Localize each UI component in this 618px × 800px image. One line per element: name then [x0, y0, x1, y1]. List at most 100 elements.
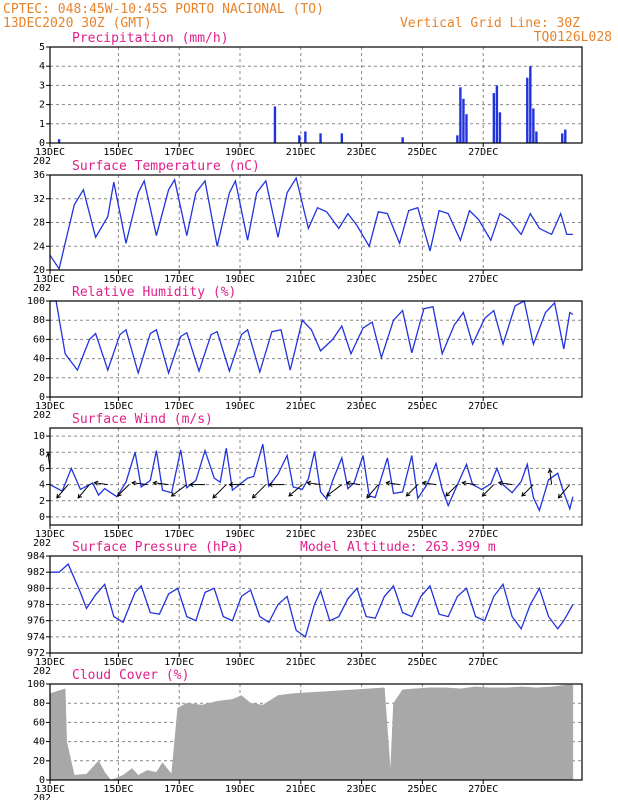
wind-vector-head: [93, 480, 99, 486]
y-tick-label: 100: [27, 296, 45, 307]
precip-bar: [459, 87, 462, 143]
wind-vector: [422, 482, 437, 486]
wind-vector: [56, 484, 69, 499]
x-tick-label: 13DEC: [35, 657, 65, 668]
x-tick-label: 17DEC: [164, 529, 194, 540]
y-tick-label: 40: [33, 737, 45, 748]
wind-vector-head: [188, 482, 194, 488]
x-tick-label: 13DEC: [35, 147, 65, 158]
wind-vector-head: [131, 480, 136, 486]
x-tick-label: 23DEC: [347, 529, 377, 540]
wind-vector-head: [481, 491, 487, 497]
y-tick-label: 32: [33, 194, 45, 205]
wind-vector-head: [152, 480, 158, 486]
wind-vector: [132, 482, 148, 486]
wind-vector: [94, 482, 108, 486]
wind-vector-head: [325, 492, 331, 497]
precip-bar: [456, 135, 459, 143]
x-tick-label: 15DEC: [103, 529, 133, 540]
panel-title: Cloud Cover (%): [72, 668, 189, 683]
precip-bar: [298, 135, 301, 143]
wind-vector-head: [288, 492, 294, 497]
x-year-label: 202: [33, 538, 51, 549]
wind-vector: [521, 484, 534, 497]
x-tick-label: 13DEC: [35, 529, 65, 540]
x-tick-label: 13DEC: [35, 784, 65, 795]
wind-vector-head: [421, 480, 427, 486]
x-tick-label: 19DEC: [225, 147, 255, 158]
y-tick-label: 0: [39, 512, 45, 523]
x-tick-label: 19DEC: [225, 274, 255, 285]
header-code: TQ0126L028: [534, 30, 612, 45]
panel-title: Surface Temperature (nC): [72, 159, 260, 174]
precip-bar: [535, 131, 538, 143]
y-tick-label: 5: [39, 42, 45, 53]
wind-vector: [386, 482, 400, 486]
panel-frame: [49, 300, 583, 398]
wind-vector-head: [547, 468, 553, 474]
wind-vector-head: [267, 482, 273, 488]
y-tick-label: 60: [33, 334, 45, 345]
x-tick-label: 21DEC: [286, 147, 316, 158]
y-tick-label: 982: [27, 567, 45, 578]
x-year-label: 202: [33, 666, 51, 677]
precip-bar: [492, 93, 496, 143]
panels: 0 1 2 3 4 5 Precipitation (mm/h) 13DEC 15DEC 17DE…: [27, 31, 583, 800]
series-line: [49, 444, 574, 513]
wind-vector-head: [77, 493, 83, 499]
x-year-label: 202: [33, 283, 51, 294]
y-tick-label: 6: [39, 463, 45, 474]
precip-bar: [526, 77, 529, 143]
y-tick-label: 1: [39, 119, 45, 130]
precip-bar: [304, 131, 307, 143]
panel-5: 0 20 40 60 80 100 Cloud Cover (%) 13DEC 15DEC 17D…: [27, 668, 583, 800]
y-tick-label: 80: [33, 698, 45, 709]
wind-vector-head: [170, 492, 176, 497]
panel-title: Surface Pressure (hPa): [72, 540, 244, 555]
precip-bar: [498, 112, 502, 143]
wind-vector: [482, 484, 495, 497]
x-tick-label: 25DEC: [407, 657, 437, 668]
x-tick-label: 23DEC: [347, 401, 377, 412]
y-tick-label: 980: [27, 583, 45, 594]
panel-frame: [49, 174, 583, 271]
y-tick-label: 0: [39, 392, 45, 403]
y-tick-label: 4: [39, 480, 45, 491]
wind-vector-head: [212, 493, 218, 499]
x-tick-label: 17DEC: [164, 401, 194, 412]
x-tick-label: 17DEC: [164, 147, 194, 158]
x-year-label: 202: [33, 793, 51, 800]
precip-bar: [340, 133, 344, 143]
panel-0: 0 1 2 3 4 5 Precipitation (mm/h) 13DEC 15DEC 17DE…: [33, 31, 583, 167]
wind-vector: [252, 484, 267, 499]
panel-title: Surface Wind (m/s): [72, 412, 213, 427]
x-tick-label: 17DEC: [164, 657, 194, 668]
x-tick-label: 15DEC: [103, 784, 133, 795]
wind-vector-head: [116, 491, 122, 497]
y-tick-label: 0: [39, 775, 45, 786]
panel-frame: [49, 683, 583, 781]
x-tick-label: 25DEC: [407, 147, 437, 158]
wind-vector: [549, 469, 553, 485]
wind-vector-head: [445, 491, 450, 497]
wind-vector: [153, 482, 169, 486]
precip-bar: [529, 66, 532, 143]
x-year-label: 202: [33, 410, 51, 421]
y-tick-label: 0: [39, 138, 45, 149]
y-tick-label: 976: [27, 616, 45, 627]
wind-vector-head: [557, 493, 563, 499]
y-tick-label: 100: [27, 679, 45, 690]
wind-vector: [366, 484, 379, 499]
y-tick-label: 36: [33, 170, 45, 181]
x-tick-label: 25DEC: [407, 401, 437, 412]
precip-bar: [401, 137, 404, 143]
wind-vector: [77, 484, 90, 499]
y-tick-label: 2: [39, 496, 45, 507]
wind-vector-head: [461, 480, 467, 486]
precip-bar: [462, 98, 465, 143]
y-tick-label: 972: [27, 648, 45, 659]
panel-title: Relative Humidity (%): [72, 285, 236, 300]
x-tick-label: 27DEC: [468, 401, 498, 412]
x-tick-label: 27DEC: [468, 784, 498, 795]
x-tick-label: 19DEC: [225, 657, 255, 668]
